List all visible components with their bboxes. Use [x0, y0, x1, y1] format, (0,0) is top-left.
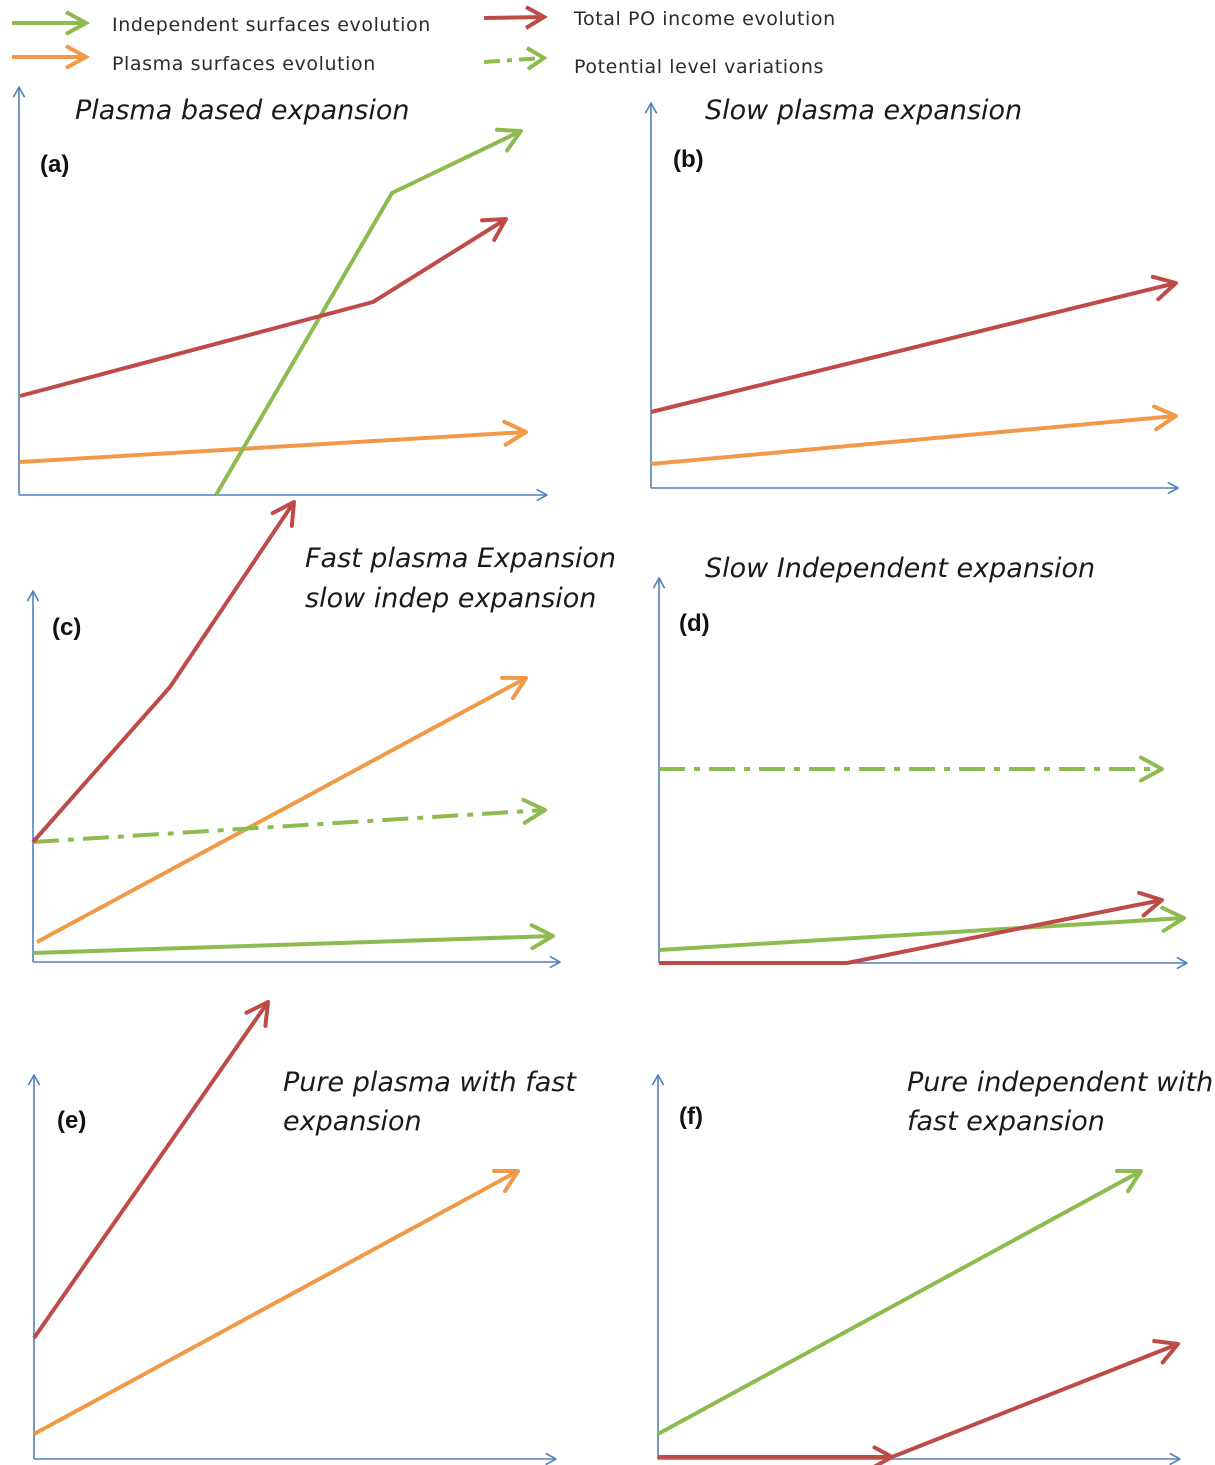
- panel-b-title: Slow plasma expansion: [705, 95, 1022, 126]
- panel-e-title-line2: expansion: [283, 1106, 422, 1137]
- panel-b-plasma-line: [650, 414, 1177, 466]
- panel-e-label: (e): [57, 1107, 86, 1134]
- legend: Independent surfaces evolution Plasma su…: [12, 5, 836, 78]
- panel-b-total-line: [650, 281, 1177, 414]
- panel-f-total-line-arrowhead: [1152, 1339, 1180, 1365]
- legend-independent-label: Independent surfaces evolution: [112, 14, 431, 36]
- panel-c-y-axis-arrowhead: [26, 590, 40, 602]
- panel-a-plasma-line-arrowhead: [502, 419, 528, 447]
- panel-a-plasma-line: [19, 430, 527, 464]
- legend-entry-total: Total PO income evolution: [483, 5, 836, 30]
- panel-c-plasma-line-arrowhead: [500, 675, 528, 701]
- panel-labels: (a) (b) (c) (d) (e) (f): [40, 146, 710, 1134]
- panel-a-title: Plasma based expansion: [75, 95, 410, 126]
- panel-c-independent-line: [32, 934, 554, 955]
- panel-c-independent-line-arrowhead: [529, 923, 555, 951]
- panel-b-plasma-line-arrowhead: [1151, 404, 1178, 432]
- panel-c-x-axis-arrowhead: [549, 955, 561, 969]
- panel-d-independent-line: [658, 916, 1185, 952]
- panel-f-independent-line: [657, 1169, 1142, 1436]
- panel-b-total-line-arrowhead: [1150, 274, 1178, 302]
- panel-e-y-axis-arrowhead: [27, 1074, 41, 1086]
- panel-d-total-line-arrowhead: [1137, 890, 1164, 918]
- panel-e-plasma-line-arrowhead: [492, 1168, 520, 1194]
- panel-a-x-axis-arrowhead: [536, 488, 548, 502]
- panel-c-label: (c): [52, 614, 81, 641]
- legend-potential-arrowhead: [525, 46, 548, 71]
- panel-d-label: (d): [679, 610, 710, 637]
- panel-f-x-axis-arrowhead: [1169, 1452, 1181, 1465]
- legend-total-swatch: [483, 15, 545, 20]
- legend-entry-potential: Potential level variations: [483, 46, 824, 78]
- panel-f-total-flat-arrowhead: [872, 1445, 894, 1465]
- panel-d-total-line: [659, 898, 1163, 965]
- legend-total-label: Total PO income evolution: [573, 8, 836, 30]
- legend-entry-independent: Independent surfaces evolution: [12, 10, 431, 36]
- panel-a-independent-line: [214, 129, 522, 497]
- panel-d-x-axis-arrowhead: [1176, 956, 1188, 970]
- panel-c-potential-line: [32, 808, 546, 844]
- panel-c-plasma-line: [36, 676, 527, 944]
- panel-a-y-axis-arrowhead: [12, 86, 26, 98]
- panel-titles: Plasma based expansion Slow plasma expan…: [75, 95, 1213, 1137]
- panel-f-total-line: [658, 1342, 1179, 1459]
- panel-a-label: (a): [40, 151, 69, 178]
- legend-plasma-arrowhead: [65, 44, 91, 70]
- legend-total-arrowhead: [524, 5, 548, 30]
- panel-b-label: (b): [673, 146, 704, 173]
- panel-d-y-axis-arrowhead: [652, 577, 666, 589]
- legend-potential-label: Potential level variations: [574, 56, 824, 78]
- panel-f-label: (f): [679, 1103, 703, 1130]
- panel-a-independent-line-arrowhead: [495, 127, 523, 153]
- legend-entry-plasma: Plasma surfaces evolution: [12, 44, 376, 75]
- panel-c-title-line2: slow indep expansion: [305, 583, 596, 614]
- panel-d-independent-line-arrowhead: [1160, 905, 1186, 933]
- panel-b-x-axis-arrowhead: [1167, 481, 1179, 495]
- panel-e-x-axis-arrowhead: [545, 1452, 557, 1465]
- panel-c-total-line: [31, 500, 296, 844]
- panel-f-title-line2: fast expansion: [907, 1106, 1105, 1137]
- panel-c-title-line1: Fast plasma Expansion: [305, 543, 616, 574]
- panel-e-plasma-line: [33, 1169, 519, 1436]
- panel-b-y-axis-arrowhead: [644, 102, 658, 114]
- panel-e-total-line: [32, 1000, 270, 1340]
- panel-e-title-line1: Pure plasma with fast: [283, 1067, 577, 1098]
- lines-layer: [12, 86, 1188, 1465]
- panel-a-total-line: [19, 217, 508, 398]
- panel-f-independent-line-arrowhead: [1115, 1168, 1143, 1194]
- panel-e-total-line-arrowhead: [244, 1000, 270, 1028]
- panel-c-potential-line-arrowhead: [521, 797, 547, 825]
- panel-f-y-axis-arrowhead: [651, 1074, 665, 1086]
- panel-c-total-line-arrowhead: [270, 500, 296, 528]
- panel-a-total-line-arrowhead: [480, 217, 508, 242]
- legend-potential-swatch: [483, 56, 545, 64]
- legend-independent-arrowhead: [65, 10, 91, 36]
- legend-plasma-label: Plasma surfaces evolution: [112, 53, 376, 75]
- panel-f-title-line1: Pure independent with: [907, 1067, 1213, 1098]
- panel-d-title: Slow Independent expansion: [705, 553, 1095, 584]
- panel-d-potential-line-arrowhead: [1138, 755, 1164, 783]
